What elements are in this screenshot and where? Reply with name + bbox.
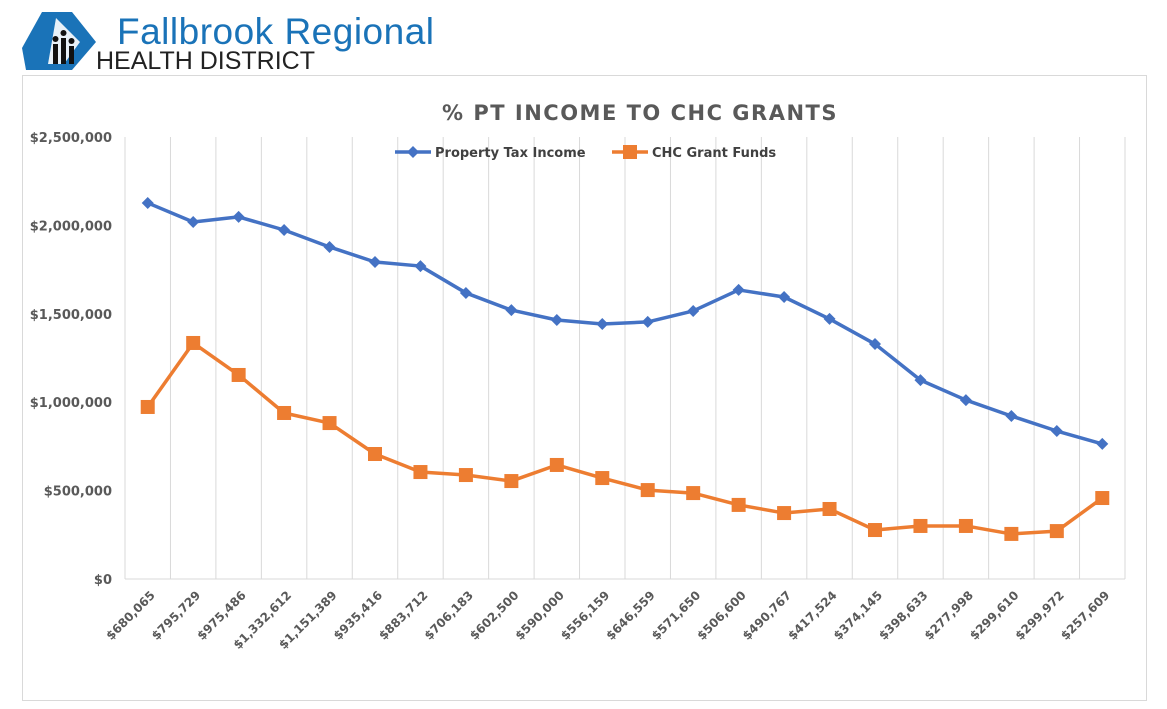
data-point-chc-grant-funds xyxy=(868,523,882,538)
data-point-property-tax-income xyxy=(641,315,654,328)
y-tick-label: $2,000,000 xyxy=(30,219,112,234)
data-point-chc-grant-funds xyxy=(322,416,337,431)
logo-emblem-icon xyxy=(22,12,96,70)
data-point-property-tax-income xyxy=(914,374,927,387)
logo-subtitle: HEALTH DISTRICT xyxy=(96,47,315,75)
data-point-property-tax-income xyxy=(232,210,245,223)
data-point-chc-grant-funds xyxy=(686,486,701,501)
data-point-chc-grant-funds xyxy=(595,471,610,486)
data-point-property-tax-income xyxy=(959,394,972,407)
data-point-chc-grant-funds xyxy=(231,367,246,382)
chart-title: % PT INCOME TO CHC GRANTS xyxy=(442,101,838,125)
data-point-chc-grant-funds xyxy=(140,399,155,414)
series-line-property-tax-income xyxy=(147,201,1103,446)
data-point-property-tax-income xyxy=(414,260,427,273)
logo-title: Fallbrook Regional xyxy=(117,11,435,52)
y-tick-label: $0 xyxy=(94,573,112,588)
legend-marker-chc-grant-funds xyxy=(623,145,637,159)
y-tick-label: $1,000,000 xyxy=(30,396,112,411)
legend-marker-property-tax-income xyxy=(407,146,419,158)
data-point-property-tax-income xyxy=(141,196,154,209)
data-point-property-tax-income xyxy=(323,240,336,253)
data-point-property-tax-income xyxy=(778,291,791,304)
data-point-property-tax-income xyxy=(278,223,291,236)
data-point-chc-grant-funds xyxy=(549,457,564,472)
x-tick-label: $257,609 xyxy=(1058,588,1112,642)
series-line-chc-grant-funds xyxy=(146,341,1104,536)
data-point-chc-grant-funds xyxy=(777,506,792,521)
data-point-property-tax-income xyxy=(505,304,518,317)
data-point-property-tax-income xyxy=(369,255,381,268)
data-point-chc-grant-funds xyxy=(186,335,201,350)
data-point-property-tax-income xyxy=(459,286,472,299)
data-point-property-tax-income xyxy=(1005,409,1018,422)
data-point-chc-grant-funds xyxy=(913,518,928,533)
data-point-chc-grant-funds xyxy=(822,501,837,516)
data-point-chc-grant-funds xyxy=(1004,526,1019,541)
y-tick-label: $2,500,000 xyxy=(30,131,112,146)
legend-label-chc-grant-funds: CHC Grant Funds xyxy=(652,146,776,161)
data-point-chc-grant-funds xyxy=(1049,524,1064,539)
data-point-property-tax-income xyxy=(187,216,200,229)
data-point-chc-grant-funds xyxy=(958,518,973,533)
data-point-chc-grant-funds xyxy=(413,465,428,480)
data-point-chc-grant-funds xyxy=(504,474,519,489)
logo: Fallbrook Regional HEALTH DISTRICT xyxy=(20,8,460,75)
data-point-property-tax-income xyxy=(869,338,881,351)
data-point-chc-grant-funds xyxy=(277,405,292,420)
data-point-property-tax-income xyxy=(596,318,609,331)
data-point-chc-grant-funds xyxy=(1095,491,1110,506)
data-point-property-tax-income xyxy=(687,304,700,317)
data-point-property-tax-income xyxy=(1096,437,1109,450)
y-tick-label: $500,000 xyxy=(44,485,112,500)
y-tick-label: $1,500,000 xyxy=(30,308,112,323)
data-point-chc-grant-funds xyxy=(640,483,655,498)
legend-label-property-tax-income: Property Tax Income xyxy=(435,146,586,161)
data-point-property-tax-income xyxy=(823,312,836,325)
data-point-chc-grant-funds xyxy=(368,447,382,462)
data-point-property-tax-income xyxy=(1050,425,1063,438)
data-point-property-tax-income xyxy=(732,283,745,296)
data-point-chc-grant-funds xyxy=(731,497,746,512)
chart-frame xyxy=(22,75,1147,701)
data-point-property-tax-income xyxy=(550,313,563,326)
data-point-chc-grant-funds xyxy=(458,468,473,483)
